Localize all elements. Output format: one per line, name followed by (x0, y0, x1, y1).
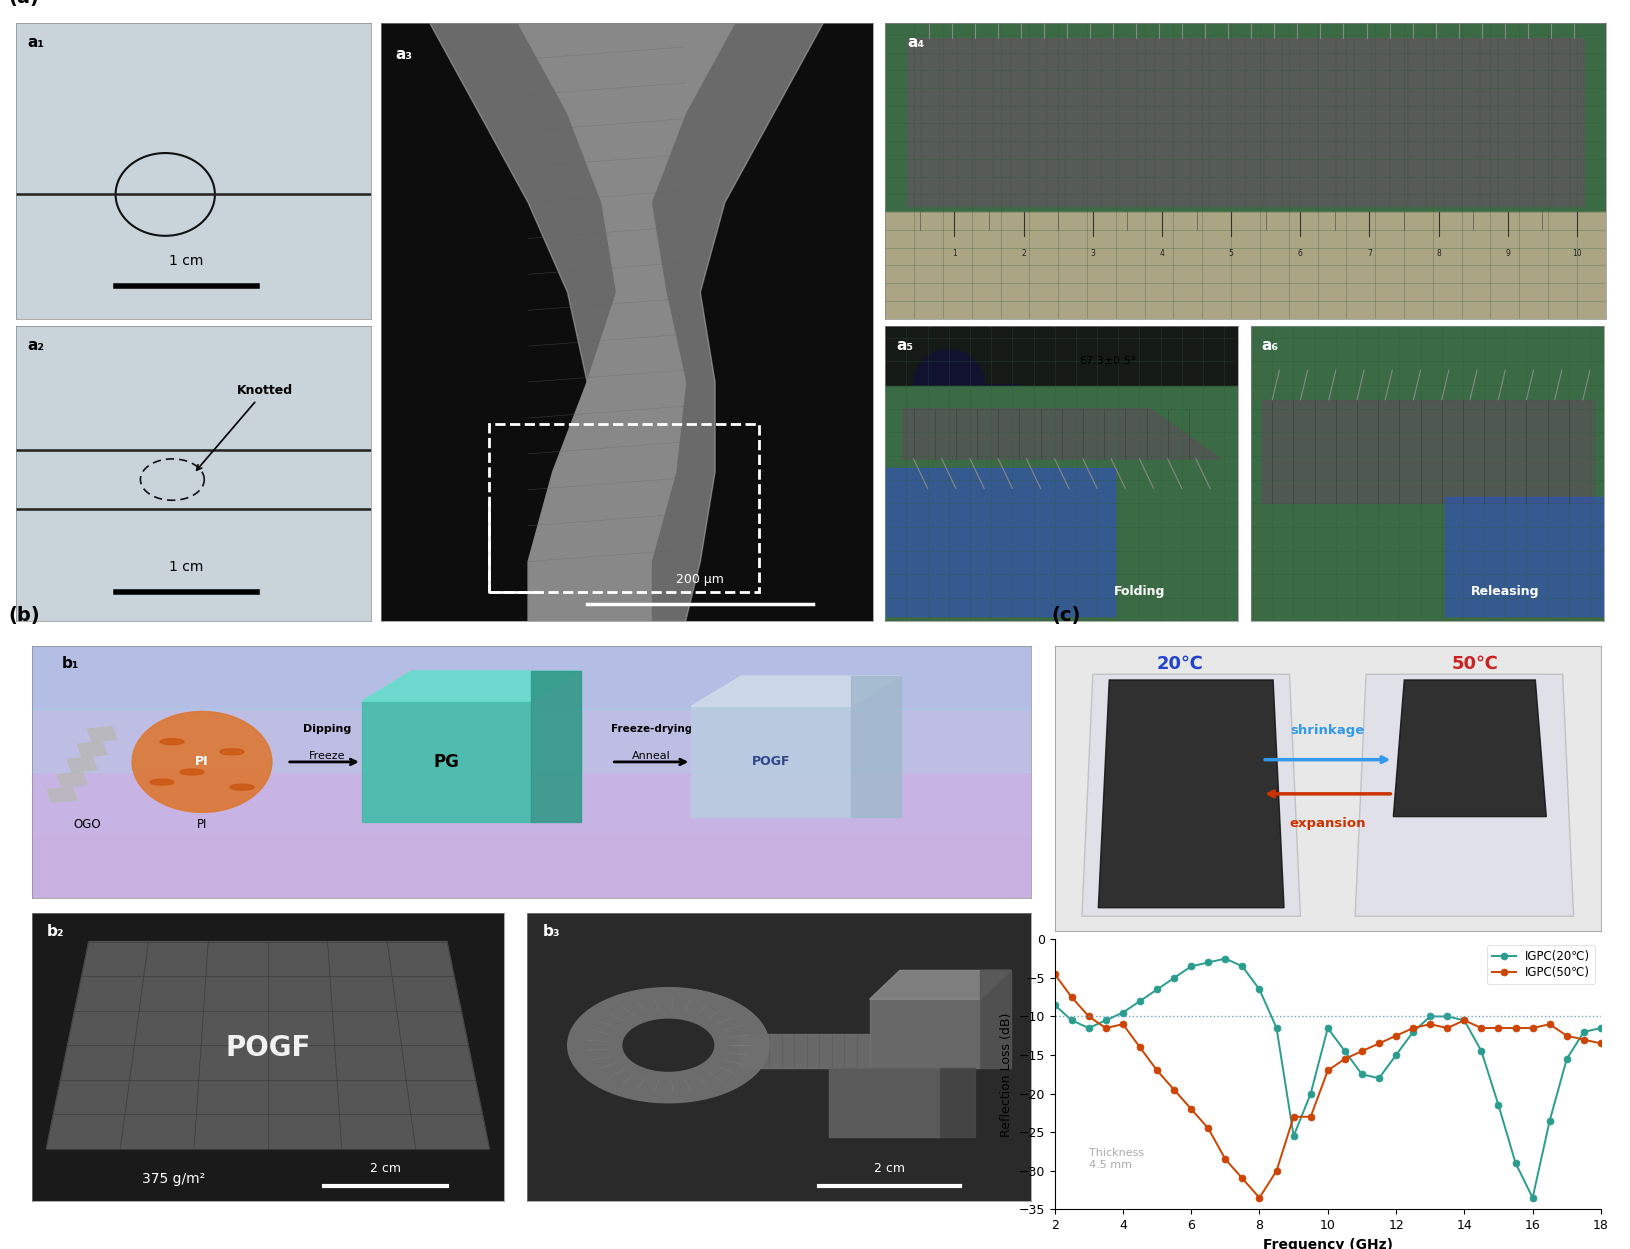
Text: (c): (c) (1051, 606, 1081, 626)
Text: (b): (b) (8, 606, 41, 626)
Text: (a): (a) (8, 0, 39, 6)
